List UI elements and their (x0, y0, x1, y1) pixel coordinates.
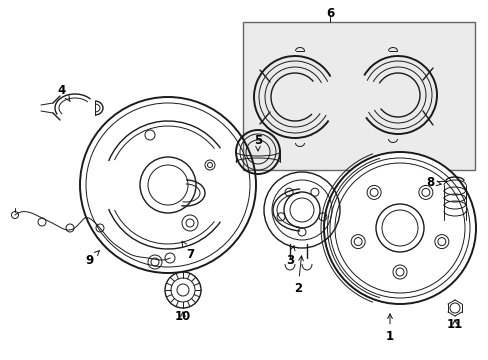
Text: 10: 10 (175, 310, 191, 323)
Text: 2: 2 (293, 256, 303, 294)
Text: 5: 5 (253, 134, 262, 151)
Circle shape (324, 152, 475, 304)
Text: 6: 6 (325, 6, 333, 19)
Text: 11: 11 (446, 319, 462, 332)
Text: 9: 9 (86, 251, 99, 266)
Text: 8: 8 (425, 176, 440, 189)
Text: 1: 1 (385, 314, 393, 342)
Bar (243, 22, 474, 170)
Text: 7: 7 (182, 241, 194, 261)
Text: 3: 3 (285, 246, 294, 266)
Text: 4: 4 (58, 84, 70, 102)
